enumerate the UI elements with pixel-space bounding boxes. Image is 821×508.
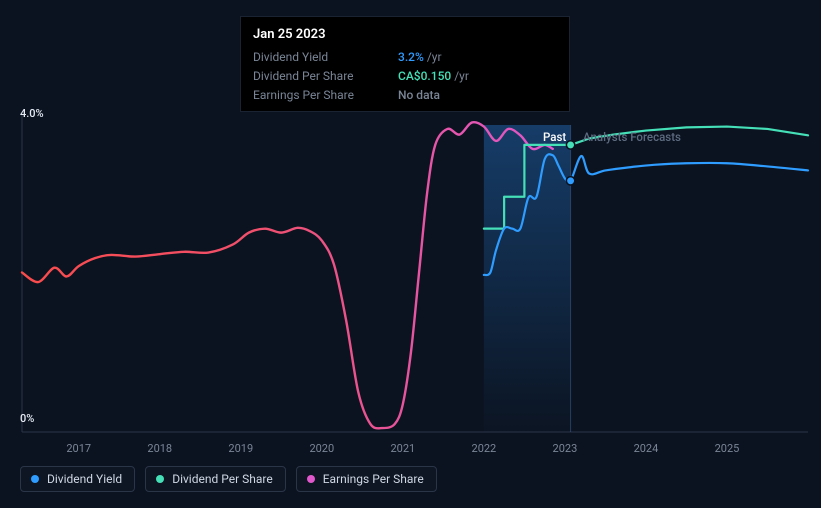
tooltip-row-unit: /yr [454,67,469,86]
chart-legend: Dividend Yield Dividend Per Share Earnings… [20,466,437,492]
legend-label: Earnings Per Share [323,472,424,486]
chart-tooltip: Jan 25 2023 Dividend Yield3.2% /yrDivide… [240,16,570,112]
legend-label: Dividend Yield [47,472,122,486]
tooltip-date: Jan 25 2023 [253,25,557,46]
past-label: Past [543,130,566,144]
y-axis-tick: 4.0% [20,107,44,120]
x-axis-tick: 2022 [472,442,497,455]
dividend-chart: 0% 4.0% 2017 2018 2019 2020 2021 2022 2023 2024 2… [0,0,821,508]
tooltip-row-label: Earnings Per Share [253,86,398,105]
x-axis-tick: 2020 [309,442,334,455]
x-axis-tick: 2019 [228,442,253,455]
tooltip-row-label: Dividend Per Share [253,67,398,86]
legend-item-dividend-per-share[interactable]: Dividend Per Share [145,466,286,492]
legend-dot [31,475,39,483]
x-axis-tick: 2018 [147,442,172,455]
tooltip-row-label: Dividend Yield [253,48,398,67]
tooltip-row-unit: /yr [427,48,442,67]
legend-dot [156,475,164,483]
x-axis-tick: 2025 [715,442,740,455]
x-axis-tick: 2017 [66,442,91,455]
legend-item-earnings-per-share[interactable]: Earnings Per Share [296,466,437,492]
tooltip-row: Dividend Yield3.2% /yr [253,48,557,67]
forecast-label: Analysts Forecasts [583,130,681,144]
x-axis-tick: 2021 [390,442,415,455]
legend-label: Dividend Per Share [172,472,273,486]
legend-item-dividend-yield[interactable]: Dividend Yield [20,466,135,492]
x-axis-tick: 2024 [634,442,659,455]
y-axis-tick: 0% [20,412,34,425]
tooltip-row: Earnings Per ShareNo data [253,86,557,105]
x-axis-tick: 2023 [553,442,578,455]
tooltip-row-value: 3.2% [398,48,424,67]
legend-dot [307,475,315,483]
tooltip-row-value: CA$0.150 [398,67,451,86]
tooltip-row: Dividend Per ShareCA$0.150 /yr [253,67,557,86]
tooltip-row-value: No data [398,86,440,105]
